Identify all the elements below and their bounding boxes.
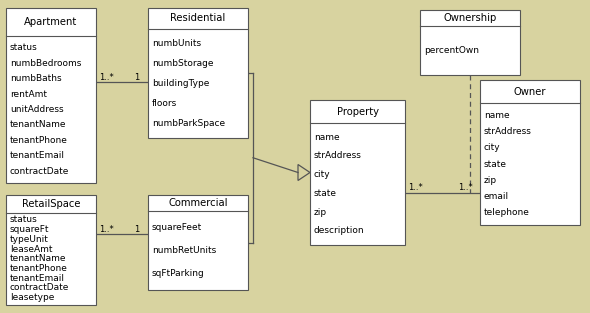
Text: name: name: [484, 111, 510, 120]
Text: Commercial: Commercial: [168, 198, 228, 208]
Text: description: description: [314, 226, 365, 235]
Text: status: status: [10, 43, 38, 52]
Text: floors: floors: [152, 99, 177, 108]
Text: state: state: [484, 160, 507, 169]
Text: Residential: Residential: [171, 13, 225, 23]
Text: state: state: [314, 189, 337, 198]
Text: city: city: [484, 143, 501, 152]
Text: zip: zip: [314, 208, 327, 217]
Text: sqFtParking: sqFtParking: [152, 269, 205, 278]
Text: email: email: [484, 192, 509, 201]
Text: 1: 1: [134, 73, 139, 81]
Text: strAddress: strAddress: [314, 151, 362, 161]
Text: Property: Property: [336, 107, 379, 117]
Text: tenantPhone: tenantPhone: [10, 264, 68, 273]
Text: squareFt: squareFt: [10, 225, 50, 234]
Bar: [310, 100, 405, 245]
Text: tenantEmail: tenantEmail: [10, 274, 65, 283]
Text: percentOwn: percentOwn: [424, 46, 479, 55]
Text: typeUnit: typeUnit: [10, 235, 49, 244]
Text: contractDate: contractDate: [10, 167, 70, 176]
Text: zip: zip: [484, 176, 497, 185]
Text: numbBaths: numbBaths: [10, 74, 61, 83]
Text: unitAddress: unitAddress: [10, 105, 64, 114]
Text: buildingType: buildingType: [152, 79, 209, 88]
Text: 1: 1: [134, 224, 139, 233]
Text: numbStorage: numbStorage: [152, 59, 214, 68]
Bar: [420, 10, 520, 75]
Text: 1..*: 1..*: [99, 73, 114, 81]
Text: tenantName: tenantName: [10, 121, 67, 130]
Text: status: status: [10, 215, 38, 224]
Text: numbRetUnits: numbRetUnits: [152, 246, 217, 255]
Text: leasetype: leasetype: [10, 293, 54, 302]
Text: name: name: [314, 133, 340, 142]
Text: strAddress: strAddress: [484, 127, 532, 136]
Text: numbParkSpace: numbParkSpace: [152, 119, 225, 128]
Text: tenantEmail: tenantEmail: [10, 151, 65, 161]
Text: 1..*: 1..*: [458, 182, 473, 192]
Bar: [148, 195, 248, 290]
Text: Owner: Owner: [514, 87, 546, 97]
Text: numbBedrooms: numbBedrooms: [10, 59, 81, 68]
Text: tenantPhone: tenantPhone: [10, 136, 68, 145]
Text: leaseAmt: leaseAmt: [10, 244, 53, 254]
Text: Apartment: Apartment: [24, 17, 78, 27]
Bar: [6, 8, 96, 183]
Text: tenantName: tenantName: [10, 254, 67, 263]
Text: 1..*: 1..*: [99, 224, 114, 233]
Text: squareFeet: squareFeet: [152, 223, 202, 233]
Bar: [480, 80, 580, 225]
Text: numbUnits: numbUnits: [152, 39, 201, 48]
Text: telephone: telephone: [484, 208, 530, 217]
Text: city: city: [314, 170, 330, 179]
Text: RetailSpace: RetailSpace: [22, 199, 80, 209]
Text: Ownership: Ownership: [443, 13, 497, 23]
Text: 1..*: 1..*: [408, 182, 423, 192]
Bar: [148, 8, 248, 138]
Bar: [6, 195, 96, 305]
Text: contractDate: contractDate: [10, 284, 70, 292]
Text: rentAmt: rentAmt: [10, 90, 47, 99]
